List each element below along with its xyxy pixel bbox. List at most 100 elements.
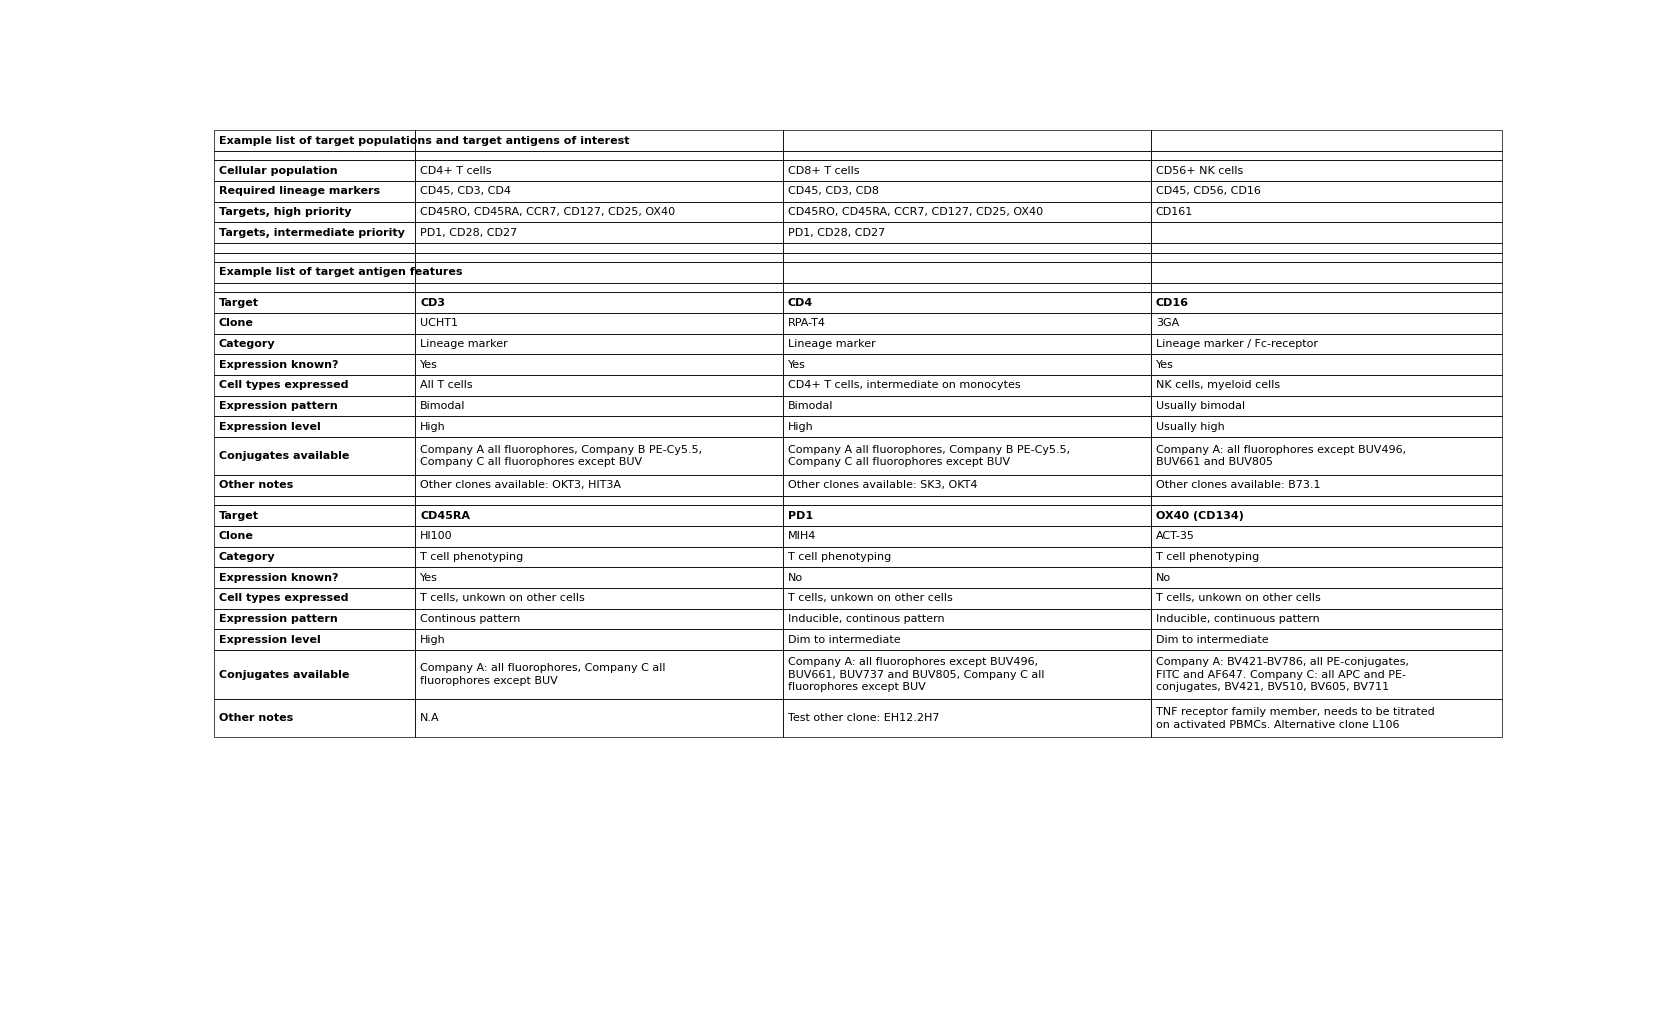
Text: CD45, CD3, CD8: CD45, CD3, CD8 — [788, 187, 879, 196]
Bar — [783, 292, 1150, 313]
Bar — [213, 151, 414, 160]
Text: Bimodal: Bimodal — [788, 401, 833, 411]
Bar — [213, 333, 414, 354]
Bar — [414, 283, 783, 292]
Bar — [213, 630, 414, 650]
Bar — [414, 222, 783, 244]
Text: Bimodal: Bimodal — [421, 401, 466, 411]
Text: CD4: CD4 — [788, 297, 813, 308]
Text: BUV661, BUV737 and BUV805, Company C all: BUV661, BUV737 and BUV805, Company C all — [788, 670, 1045, 679]
Bar — [783, 262, 1150, 283]
Text: OX40 (CD134): OX40 (CD134) — [1155, 511, 1244, 520]
Bar — [414, 526, 783, 547]
Bar — [213, 201, 414, 222]
Text: Other notes: Other notes — [218, 481, 293, 490]
Text: CD45, CD3, CD4: CD45, CD3, CD4 — [421, 187, 511, 196]
Text: T cells, unkown on other cells: T cells, unkown on other cells — [1155, 593, 1320, 604]
Bar — [783, 495, 1150, 506]
Bar — [414, 506, 783, 526]
Text: fluorophores except BUV: fluorophores except BUV — [421, 676, 558, 686]
Bar — [1150, 506, 1501, 526]
Bar — [414, 151, 783, 160]
Bar — [414, 262, 783, 283]
Bar — [1150, 151, 1501, 160]
Text: Expression level: Expression level — [218, 635, 320, 645]
Bar — [414, 181, 783, 201]
Bar — [213, 416, 414, 437]
Bar — [414, 495, 783, 506]
Bar — [783, 130, 1150, 151]
Bar — [783, 181, 1150, 201]
Text: T cell phenotyping: T cell phenotyping — [1155, 552, 1259, 561]
Text: RPA-T4: RPA-T4 — [788, 318, 827, 328]
Text: fluorophores except BUV: fluorophores except BUV — [788, 682, 926, 692]
Bar — [213, 437, 414, 475]
Text: NK cells, myeloid cells: NK cells, myeloid cells — [1155, 380, 1280, 390]
Bar — [1150, 609, 1501, 630]
Bar — [414, 650, 783, 699]
Bar — [213, 181, 414, 201]
Bar — [1150, 160, 1501, 181]
Text: Usually high: Usually high — [1155, 422, 1224, 431]
Text: Conjugates available: Conjugates available — [218, 670, 349, 679]
Text: CD4+ T cells, intermediate on monocytes: CD4+ T cells, intermediate on monocytes — [788, 380, 1021, 390]
Bar — [1150, 416, 1501, 437]
Text: No: No — [788, 573, 803, 583]
Bar — [1150, 222, 1501, 244]
Text: Category: Category — [218, 552, 275, 561]
Bar — [1150, 262, 1501, 283]
Bar — [783, 650, 1150, 699]
Bar — [1150, 181, 1501, 201]
Bar — [1150, 375, 1501, 395]
Bar — [1150, 333, 1501, 354]
Bar — [1150, 313, 1501, 333]
Bar — [1150, 475, 1501, 495]
Bar — [414, 568, 783, 588]
Bar — [783, 283, 1150, 292]
Text: Expression pattern: Expression pattern — [218, 614, 337, 624]
Text: Lineage marker / Fc-receptor: Lineage marker / Fc-receptor — [1155, 338, 1318, 349]
Bar — [414, 395, 783, 416]
Text: CD45RO, CD45RA, CCR7, CD127, CD25, OX40: CD45RO, CD45RA, CCR7, CD127, CD25, OX40 — [421, 207, 676, 217]
Bar — [1150, 253, 1501, 262]
Bar — [783, 416, 1150, 437]
Bar — [783, 526, 1150, 547]
Text: Company A: all fluorophores except BUV496,: Company A: all fluorophores except BUV49… — [788, 656, 1038, 667]
Text: Company A: BV421-BV786, all PE-conjugates,: Company A: BV421-BV786, all PE-conjugate… — [1155, 656, 1409, 667]
Text: High: High — [788, 422, 813, 431]
Text: Cellular population: Cellular population — [218, 166, 337, 175]
Bar — [783, 222, 1150, 244]
Bar — [213, 526, 414, 547]
Bar — [213, 354, 414, 375]
Text: CD161: CD161 — [1155, 207, 1192, 217]
Bar — [783, 630, 1150, 650]
Bar — [213, 313, 414, 333]
Text: Other clones available: SK3, OKT4: Other clones available: SK3, OKT4 — [788, 481, 978, 490]
Bar — [783, 313, 1150, 333]
Bar — [1150, 650, 1501, 699]
Bar — [783, 201, 1150, 222]
Text: All T cells: All T cells — [421, 380, 473, 390]
Text: PD1: PD1 — [788, 511, 813, 520]
Bar — [1150, 130, 1501, 151]
Bar — [783, 333, 1150, 354]
Text: Clone: Clone — [218, 531, 253, 541]
Text: Yes: Yes — [1155, 359, 1174, 369]
Bar — [1150, 568, 1501, 588]
Text: conjugates, BV421, BV510, BV605, BV711: conjugates, BV421, BV510, BV605, BV711 — [1155, 682, 1389, 692]
Text: ACT-35: ACT-35 — [1155, 531, 1194, 541]
Text: PD1, CD28, CD27: PD1, CD28, CD27 — [421, 228, 518, 237]
Bar — [414, 292, 783, 313]
Text: CD8+ T cells: CD8+ T cells — [788, 166, 860, 175]
Text: CD45RA: CD45RA — [421, 511, 470, 520]
Bar — [414, 130, 783, 151]
Text: Target: Target — [218, 511, 258, 520]
Text: CD45RO, CD45RA, CCR7, CD127, CD25, OX40: CD45RO, CD45RA, CCR7, CD127, CD25, OX40 — [788, 207, 1043, 217]
Text: Required lineage markers: Required lineage markers — [218, 187, 381, 196]
Bar — [1150, 354, 1501, 375]
Text: CD56+ NK cells: CD56+ NK cells — [1155, 166, 1243, 175]
Bar — [213, 475, 414, 495]
Text: Company C all fluorophores except BUV: Company C all fluorophores except BUV — [788, 457, 1010, 467]
Text: Expression pattern: Expression pattern — [218, 401, 337, 411]
Text: FITC and AF647. Company C: all APC and PE-: FITC and AF647. Company C: all APC and P… — [1155, 670, 1405, 679]
